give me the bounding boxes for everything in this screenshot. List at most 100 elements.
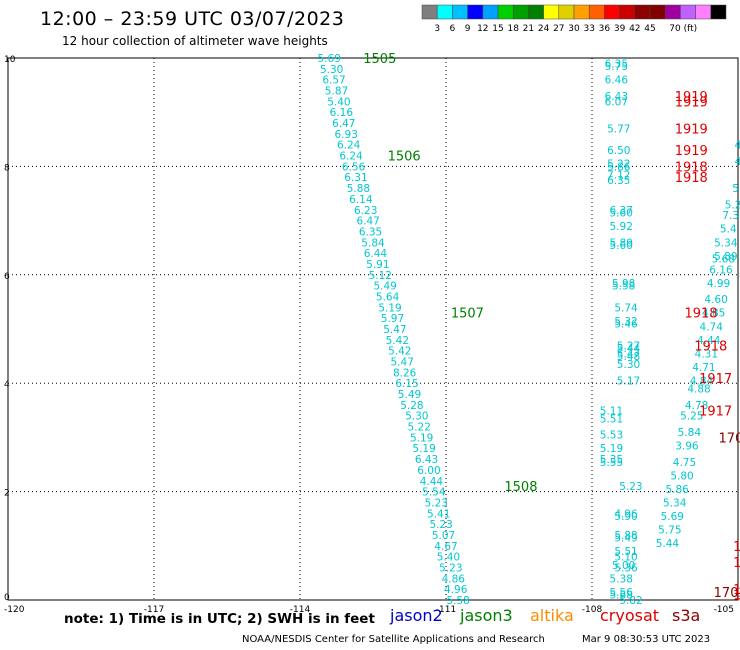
wave-height-value: 4.31 <box>695 348 718 360</box>
wave-height-value: 5.10 <box>614 552 637 564</box>
wave-height-value: 5.07 <box>432 530 455 542</box>
wave-height-value: 5.82 <box>619 595 642 607</box>
colorbar-label: 42 <box>629 24 640 34</box>
wave-height-value: 4.44 <box>697 335 721 347</box>
x-tick-label: -120 <box>4 605 25 615</box>
colorbar-label: 18 <box>507 24 519 34</box>
wave-height-value: 5.77 <box>607 123 630 135</box>
wave-height-value: 5.22 <box>607 159 630 171</box>
wave-height-value: 5.42 <box>388 346 411 358</box>
wave-height-value: 5.40 <box>437 552 460 564</box>
wave-height-value: 5.51 <box>600 413 623 425</box>
pass-time-label: 1917 <box>699 372 732 387</box>
wave-height-value: 5.55 <box>600 457 623 469</box>
wave-height-value: 5.32 <box>614 316 637 328</box>
wave-height-value: 5.89 <box>714 251 737 263</box>
wave-height-value: 5.23 <box>425 497 448 509</box>
wave-height-value: 5.19 <box>600 443 623 455</box>
colorbar-label: 33 <box>583 24 594 34</box>
colorbar-swatch <box>452 4 468 20</box>
timestamp-text: Mar 9 08:30:53 UTC 2023 <box>582 634 711 645</box>
wave-height-value: 4.71 <box>692 362 715 374</box>
wave-height-value: 4.67 <box>434 541 457 553</box>
colorbar-swatch <box>664 4 681 20</box>
pass-time-label: 1916 <box>733 583 740 598</box>
wave-height-value: 6.00 <box>417 465 440 477</box>
pass-time-label: 1917 <box>699 404 732 419</box>
wave-height-value: 5.34 <box>663 497 687 509</box>
wave-height-value: 5.90 <box>614 511 637 523</box>
wave-height-value: 5.47 <box>391 357 414 369</box>
wave-height-value: 5.11 <box>600 405 623 417</box>
wave-height-value: 5.56 <box>610 587 634 599</box>
wave-height-value: 5.46 <box>614 319 638 331</box>
wave-height-value: 5.23 <box>619 481 642 493</box>
wave-height-value: 4.96 <box>444 584 468 596</box>
colorbar-label: 12 <box>477 24 488 34</box>
wave-height-value: 5.48 <box>617 351 640 363</box>
colorbar-swatch <box>482 4 499 20</box>
wave-height-value: 6.43 <box>415 454 438 466</box>
wave-height-value: 6.07 <box>605 96 628 108</box>
colorbar-swatch <box>528 4 544 20</box>
wave-height-value: 5.19 <box>410 432 433 444</box>
x-tick-label: -117 <box>144 605 164 615</box>
wave-height-value: 4.60 <box>704 294 727 306</box>
colorbar-swatch <box>467 4 484 20</box>
plot-frame <box>7 57 739 601</box>
colorbar-label: 9 <box>465 24 471 34</box>
pass-time-label: 170 <box>719 431 740 446</box>
pass-time-label: 1508 <box>504 480 537 495</box>
satellite-name-altika: altika <box>530 606 574 625</box>
colorbar-label: 15 <box>492 24 503 34</box>
wave-height-value: 6.31 <box>344 172 367 184</box>
wave-height-value: 4.84 <box>690 375 714 387</box>
colorbar-swatch <box>558 4 575 20</box>
axis-ticks: -120 -117 -114 -111 -108 -105 0 2 4 6 8 10 <box>4 55 734 615</box>
pass-time-label: 1918 <box>694 339 727 354</box>
colorbar-swatch <box>421 4 438 20</box>
wave-height-value: 5.64 <box>376 291 400 303</box>
wave-height-value: 4.99 <box>707 278 730 290</box>
wave-height-value: 5.2 <box>725 199 740 211</box>
wave-height-value: 5.87 <box>325 86 348 98</box>
wave-height-value: 6.16 <box>330 107 354 119</box>
wave-height-value: 5 <box>732 183 739 195</box>
colorbar-label: 39 <box>614 24 626 34</box>
wave-height-value: 5.51 <box>614 546 637 558</box>
wave-height-value: 6.37 <box>610 205 633 217</box>
wave-height-value: 6.14 <box>349 194 373 206</box>
colorbar-label: 21 <box>523 24 534 34</box>
wave-height-value: 7.12 <box>607 170 630 182</box>
pass-time-label: 1505 <box>363 52 396 67</box>
wave-height-value: 5.35 <box>600 454 623 466</box>
note-text: note: 1) Time is in UTC; 2) SWH is in fe… <box>64 611 375 627</box>
wave-height-value: 5.54 <box>422 487 446 499</box>
pass-time-label: 1506 <box>388 150 421 165</box>
wave-height-value: 6.35 <box>607 175 630 187</box>
wave-height-value: 8.26 <box>393 367 417 379</box>
wave-height-value: 4.44 <box>420 476 444 488</box>
colorbar-label: 24 <box>538 24 550 34</box>
x-tick-label: -111 <box>436 605 456 615</box>
colorbar-label: 36 <box>599 24 611 34</box>
wave-height-value: 5.88 <box>614 530 637 542</box>
wave-height-value: 5.49 <box>398 389 421 401</box>
satellite-name-s3a: s3a <box>672 606 701 625</box>
wave-height-value: 5.75 <box>605 61 628 73</box>
wave-height-value: 4.88 <box>687 384 710 396</box>
wave-height-value: 4 <box>735 140 740 152</box>
wave-height-value: 4.78 <box>685 400 708 412</box>
wave-height-value: 4.74 <box>700 321 724 333</box>
wave-height-value: 5.30 <box>617 359 640 371</box>
wave-height-value: 5.84 <box>361 237 385 249</box>
wave-height-value: 6.46 <box>605 75 629 87</box>
y-tick-label: 2 <box>4 489 10 499</box>
wave-height-value: 5.00 <box>612 560 635 572</box>
wave-height-value: 5.25 <box>680 411 703 423</box>
wave-height-value: 5.17 <box>617 375 640 387</box>
wave-height-value: 5.42 <box>386 335 409 347</box>
wave-height-value: 5.89 <box>610 237 633 249</box>
wave-height-value: 5.44 <box>656 538 680 550</box>
wave-height-value: 5.30 <box>320 64 343 76</box>
